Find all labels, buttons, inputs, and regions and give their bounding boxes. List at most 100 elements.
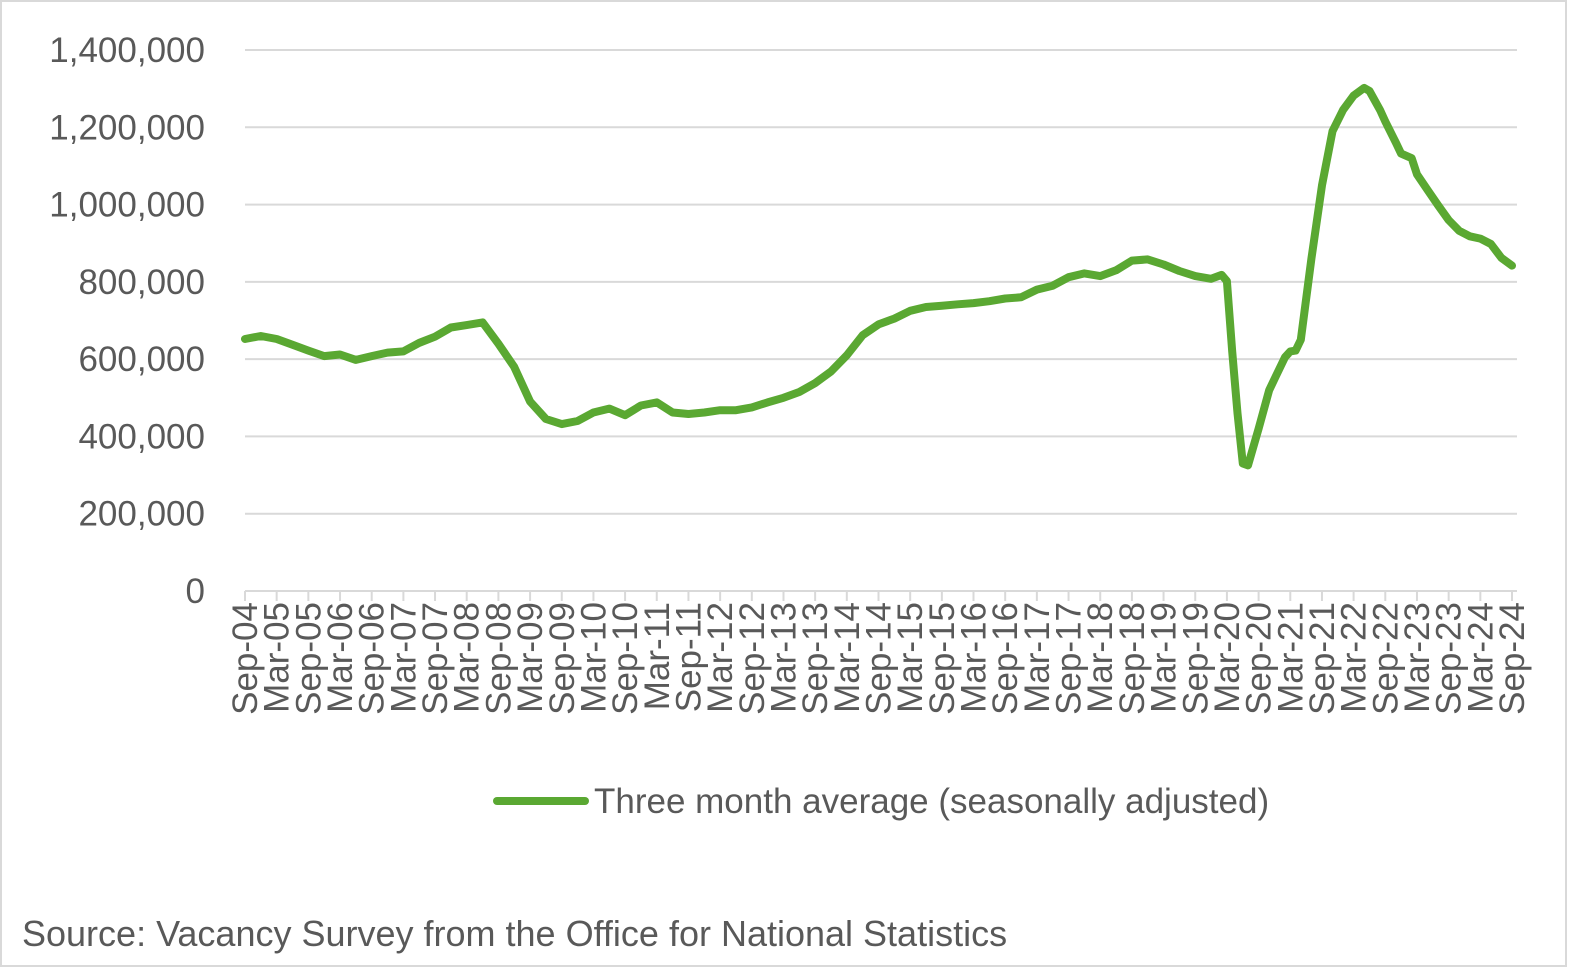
x-tick-label: Mar-22	[1335, 602, 1374, 713]
x-tick-label: Mar-23	[1398, 602, 1437, 713]
series-point	[1049, 282, 1057, 290]
x-tick-label: Mar-19	[1145, 602, 1184, 713]
series-point	[875, 320, 882, 328]
series-point	[320, 352, 328, 360]
series-point	[241, 335, 249, 343]
series-point	[795, 388, 803, 396]
x-tick-label: Mar-15	[891, 602, 930, 713]
series-point	[1434, 201, 1442, 209]
series-point	[1128, 257, 1136, 265]
x-tick-label: Sep-23	[1430, 602, 1469, 715]
x-tick-label: Sep-09	[543, 602, 582, 715]
x-tick-label: Mar-21	[1271, 602, 1310, 713]
x-tick-label: Mar-18	[1081, 602, 1120, 713]
x-tick-label: Mar-13	[764, 602, 803, 713]
legend: Three month average (seasonally adjusted…	[493, 782, 1269, 821]
x-tick-label: Sep-07	[416, 602, 455, 715]
x-tick-label: Sep-11	[669, 602, 708, 712]
series-point	[273, 335, 281, 343]
series-point	[1424, 186, 1431, 194]
series-point	[1466, 232, 1474, 240]
series-point	[637, 402, 645, 409]
x-tick-label: Sep-18	[1113, 602, 1152, 715]
series-point	[653, 398, 661, 406]
series-point	[1413, 170, 1421, 178]
series-point	[1207, 275, 1215, 283]
series-point	[1080, 269, 1088, 277]
series-point	[985, 297, 993, 305]
series-point	[479, 318, 487, 326]
series-point	[1297, 336, 1305, 344]
series-point	[399, 347, 407, 355]
series-point	[922, 303, 930, 311]
x-tick-label: Mar-14	[828, 602, 867, 713]
series-point	[890, 315, 898, 323]
x-axis-ticks: Sep-04Mar-05Sep-05Mar-06Sep-06Mar-07Sep-…	[226, 602, 1532, 715]
series-point	[1223, 277, 1231, 285]
series-point	[605, 405, 613, 413]
series-point	[1350, 92, 1358, 100]
series-point	[1191, 272, 1199, 280]
series-point	[906, 307, 914, 315]
series-point	[1144, 255, 1152, 263]
series-point	[1376, 106, 1384, 114]
series-point	[1175, 267, 1183, 275]
series-point	[1255, 425, 1263, 433]
x-tick-label: Mar-05	[258, 602, 297, 713]
x-tick-label: Sep-06	[353, 602, 392, 715]
series-point	[1017, 293, 1025, 301]
series-point	[669, 409, 677, 416]
x-tick-label: Sep-22	[1366, 602, 1405, 715]
series-point	[1366, 87, 1373, 95]
x-tick-label: Mar-07	[384, 602, 423, 713]
x-tick-label: Sep-08	[479, 602, 518, 715]
series-point	[447, 324, 455, 331]
series-point	[1329, 127, 1336, 135]
series-point	[1270, 375, 1278, 383]
series-point	[415, 339, 423, 347]
x-axis	[244, 590, 1517, 601]
series-point	[1234, 409, 1241, 417]
series-point	[1508, 262, 1516, 270]
series-point	[1281, 353, 1289, 361]
gridlines	[245, 49, 1517, 515]
series-point	[1445, 216, 1453, 224]
y-tick-label: 1,000,000	[49, 186, 205, 225]
series-point	[368, 352, 376, 360]
x-tick-label: Mar-12	[701, 602, 740, 713]
y-tick-label: 600,000	[78, 340, 205, 379]
series-point	[1497, 254, 1505, 262]
x-tick-label: Sep-20	[1240, 602, 1279, 715]
series-point	[938, 302, 946, 310]
x-tick-label: Sep-05	[289, 602, 328, 715]
y-tick-label: 200,000	[78, 495, 205, 534]
series-point	[1160, 261, 1168, 268]
series-point	[748, 403, 756, 411]
series-point	[510, 363, 518, 371]
x-tick-label: Sep-19	[1176, 602, 1215, 715]
series-point	[1096, 272, 1104, 280]
series-point	[1292, 347, 1300, 355]
series-point	[970, 299, 977, 307]
series-point	[1318, 181, 1326, 189]
series-point	[1265, 386, 1273, 394]
series-point	[574, 417, 582, 425]
series-point	[685, 410, 692, 418]
series-point	[780, 394, 787, 402]
series-point	[494, 340, 502, 348]
series-point	[1286, 347, 1294, 355]
series-point	[1228, 347, 1236, 355]
source-note: Source: Vacancy Survey from the Office f…	[22, 913, 1008, 954]
series-point	[859, 331, 867, 339]
series-point	[1065, 273, 1073, 281]
series-point	[1033, 286, 1041, 294]
x-tick-label: Sep-12	[733, 602, 772, 715]
series-layer	[241, 83, 1516, 470]
x-tick-label: Sep-21	[1303, 602, 1342, 715]
series-point	[1455, 227, 1463, 235]
series-point	[827, 368, 835, 375]
series-point	[1476, 235, 1484, 243]
y-tick-label: 0	[186, 572, 205, 611]
